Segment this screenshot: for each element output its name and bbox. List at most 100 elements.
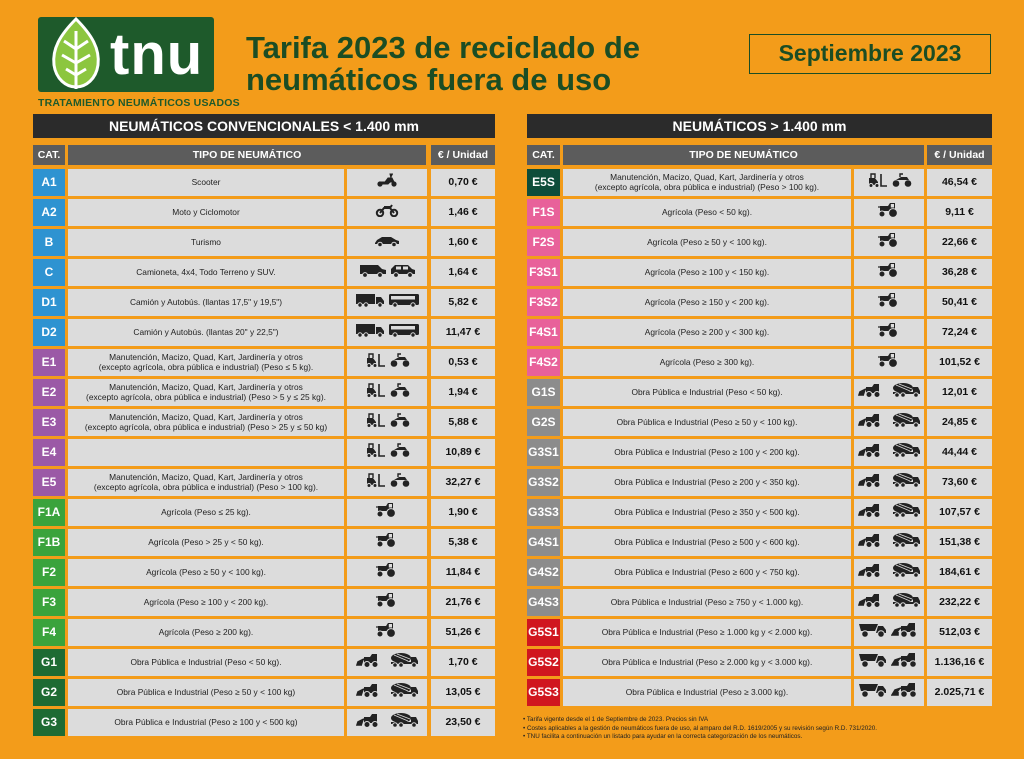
vehicle-icons <box>347 199 427 226</box>
car-icon <box>373 234 401 252</box>
tire-type-description: Obra Pública e Industrial (Peso ≥ 1.000 … <box>563 619 851 646</box>
unit-price: 22,66 € <box>927 229 992 256</box>
mixer-icon <box>891 442 921 463</box>
table-row: G5S2 Obra Pública e Industrial (Peso ≥ 2.… <box>527 649 992 676</box>
forklift-icon <box>364 472 386 493</box>
tire-type-description: Manutención, Macizo, Quad, Kart, Jardine… <box>68 469 344 496</box>
page-title: Tarifa 2023 de reciclado de neumáticos f… <box>246 30 641 97</box>
forklift-icon <box>364 382 386 403</box>
quad-icon <box>891 172 913 193</box>
table-header: CAT. TIPO DE NEUMÁTICO € / Unidad <box>527 145 992 165</box>
quad-icon <box>389 412 411 433</box>
unit-price: 5,88 € <box>431 409 495 436</box>
tire-type-description: Agrícola (Peso ≥ 50 y < 100 kg). <box>68 559 344 586</box>
category-badge: E1 <box>33 349 65 376</box>
tire-type-description: Agrícola (Peso < 50 kg). <box>563 199 851 226</box>
table-row: G3S1 Obra Pública e Industrial (Peso ≥ 10… <box>527 439 992 466</box>
table-row: F3S1 Agrícola (Peso ≥ 100 y < 150 kg). 36,… <box>527 259 992 286</box>
tire-type-description: Camión y Autobús. (llantas 20" y 22,5") <box>68 319 344 346</box>
unit-price: 36,28 € <box>927 259 992 286</box>
wheel-loader-icon <box>890 682 921 703</box>
header-cat: CAT. <box>33 145 65 165</box>
vehicle-icons <box>854 469 924 496</box>
table-row: E5 Manutención, Macizo, Quad, Kart, Jardi… <box>33 469 495 496</box>
loader-icon <box>857 442 888 463</box>
vehicle-icons <box>854 289 924 316</box>
vehicle-icons <box>347 619 427 646</box>
loader-icon <box>857 502 888 523</box>
mixer-icon <box>389 712 419 733</box>
vehicle-icons <box>347 289 427 316</box>
vehicle-icons <box>347 529 427 556</box>
loader-icon <box>857 532 888 553</box>
mixer-icon <box>891 382 921 403</box>
category-badge: F4S2 <box>527 349 560 376</box>
unit-price: 5,82 € <box>431 289 495 316</box>
table-row: A2 Moto y Ciclomotor 1,46 € <box>33 199 495 226</box>
forklift-icon <box>866 172 888 193</box>
table-row: G1 Obra Pública e Industrial (Peso < 50 k… <box>33 649 495 676</box>
vehicle-icons <box>854 589 924 616</box>
table-row: F1A Agrícola (Peso ≤ 25 kg). 1,90 € <box>33 499 495 526</box>
category-badge: C <box>33 259 65 286</box>
vehicle-icons <box>347 679 427 706</box>
unit-price: 24,85 € <box>927 409 992 436</box>
category-badge: G2S <box>527 409 560 436</box>
category-badge: E5 <box>33 469 65 496</box>
unit-price: 73,60 € <box>927 469 992 496</box>
tire-type-description: Obra Pública e Industrial (Peso ≥ 50 y <… <box>68 679 344 706</box>
vehicle-icons <box>854 649 924 676</box>
logo-subtitle: TRATAMIENTO NEUMÁTICOS USADOS <box>38 97 240 109</box>
dumper-icon <box>858 622 888 643</box>
category-badge: F1B <box>33 529 65 556</box>
category-badge: G3S3 <box>527 499 560 526</box>
tractor-icon <box>876 262 902 283</box>
table-row: F4S2 Agrícola (Peso ≥ 300 kg). 101,52 € <box>527 349 992 376</box>
unit-price: 1,60 € <box>431 229 495 256</box>
header-price: € / Unidad <box>927 145 992 165</box>
vehicle-icons <box>347 469 427 496</box>
unit-price: 32,27 € <box>431 469 495 496</box>
tire-type-description: Obra Pública e Industrial (Peso < 50 kg)… <box>68 649 344 676</box>
tire-type-description: Camioneta, 4x4, Todo Terreno y SUV. <box>68 259 344 286</box>
vehicle-icons <box>854 229 924 256</box>
vehicle-icons <box>854 529 924 556</box>
table-row: C Camioneta, 4x4, Todo Terreno y SUV. 1,64… <box>33 259 495 286</box>
tire-type-description: Obra Pública e Industrial (Peso ≥ 500 y … <box>563 529 851 556</box>
table-row: F1B Agrícola (Peso > 25 y < 50 kg). 5,38 € <box>33 529 495 556</box>
table-row: D1 Camión y Autobús. (llantas 17,5" y 19,… <box>33 289 495 316</box>
table-row: G3S2 Obra Pública e Industrial (Peso ≥ 20… <box>527 469 992 496</box>
unit-price: 21,76 € <box>431 589 495 616</box>
footnotes: • Tarifa vigente desde el 1 de Septiembr… <box>523 716 877 742</box>
tire-type-description: Agrícola (Peso ≥ 100 y < 150 kg). <box>563 259 851 286</box>
motorcycle-icon <box>375 203 399 222</box>
table-row: B Turismo 1,60 € <box>33 229 495 256</box>
table-row: G2S Obra Pública e Industrial (Peso ≥ 50 … <box>527 409 992 436</box>
tire-type-description: Obra Pública e Industrial (Peso ≥ 750 y … <box>563 589 851 616</box>
mixer-icon <box>389 652 419 673</box>
unit-price: 1,94 € <box>431 379 495 406</box>
loader-icon <box>857 412 888 433</box>
loader-icon <box>355 712 386 733</box>
tractor-icon <box>374 502 400 523</box>
unit-price: 151,38 € <box>927 529 992 556</box>
tractor-icon <box>876 232 902 253</box>
table-row: F4 Agrícola (Peso ≥ 200 kg). 51,26 € <box>33 619 495 646</box>
tractor-icon <box>374 622 400 643</box>
unit-price: 12,01 € <box>927 379 992 406</box>
table-row: G4S1 Obra Pública e Industrial (Peso ≥ 50… <box>527 529 992 556</box>
quad-icon <box>389 472 411 493</box>
unit-price: 107,57 € <box>927 499 992 526</box>
tractor-icon <box>876 292 902 313</box>
unit-price: 46,54 € <box>927 169 992 196</box>
category-badge: E5S <box>527 169 560 196</box>
vehicle-icons <box>854 409 924 436</box>
quad-icon <box>389 442 411 463</box>
vehicle-icons <box>347 709 427 736</box>
table-header: CAT. TIPO DE NEUMÁTICO € / Unidad <box>33 145 495 165</box>
mixer-icon <box>891 472 921 493</box>
unit-price: 50,41 € <box>927 289 992 316</box>
tire-type-description: Agrícola (Peso ≥ 50 y < 100 kg). <box>563 229 851 256</box>
category-badge: G5S2 <box>527 649 560 676</box>
unit-price: 72,24 € <box>927 319 992 346</box>
